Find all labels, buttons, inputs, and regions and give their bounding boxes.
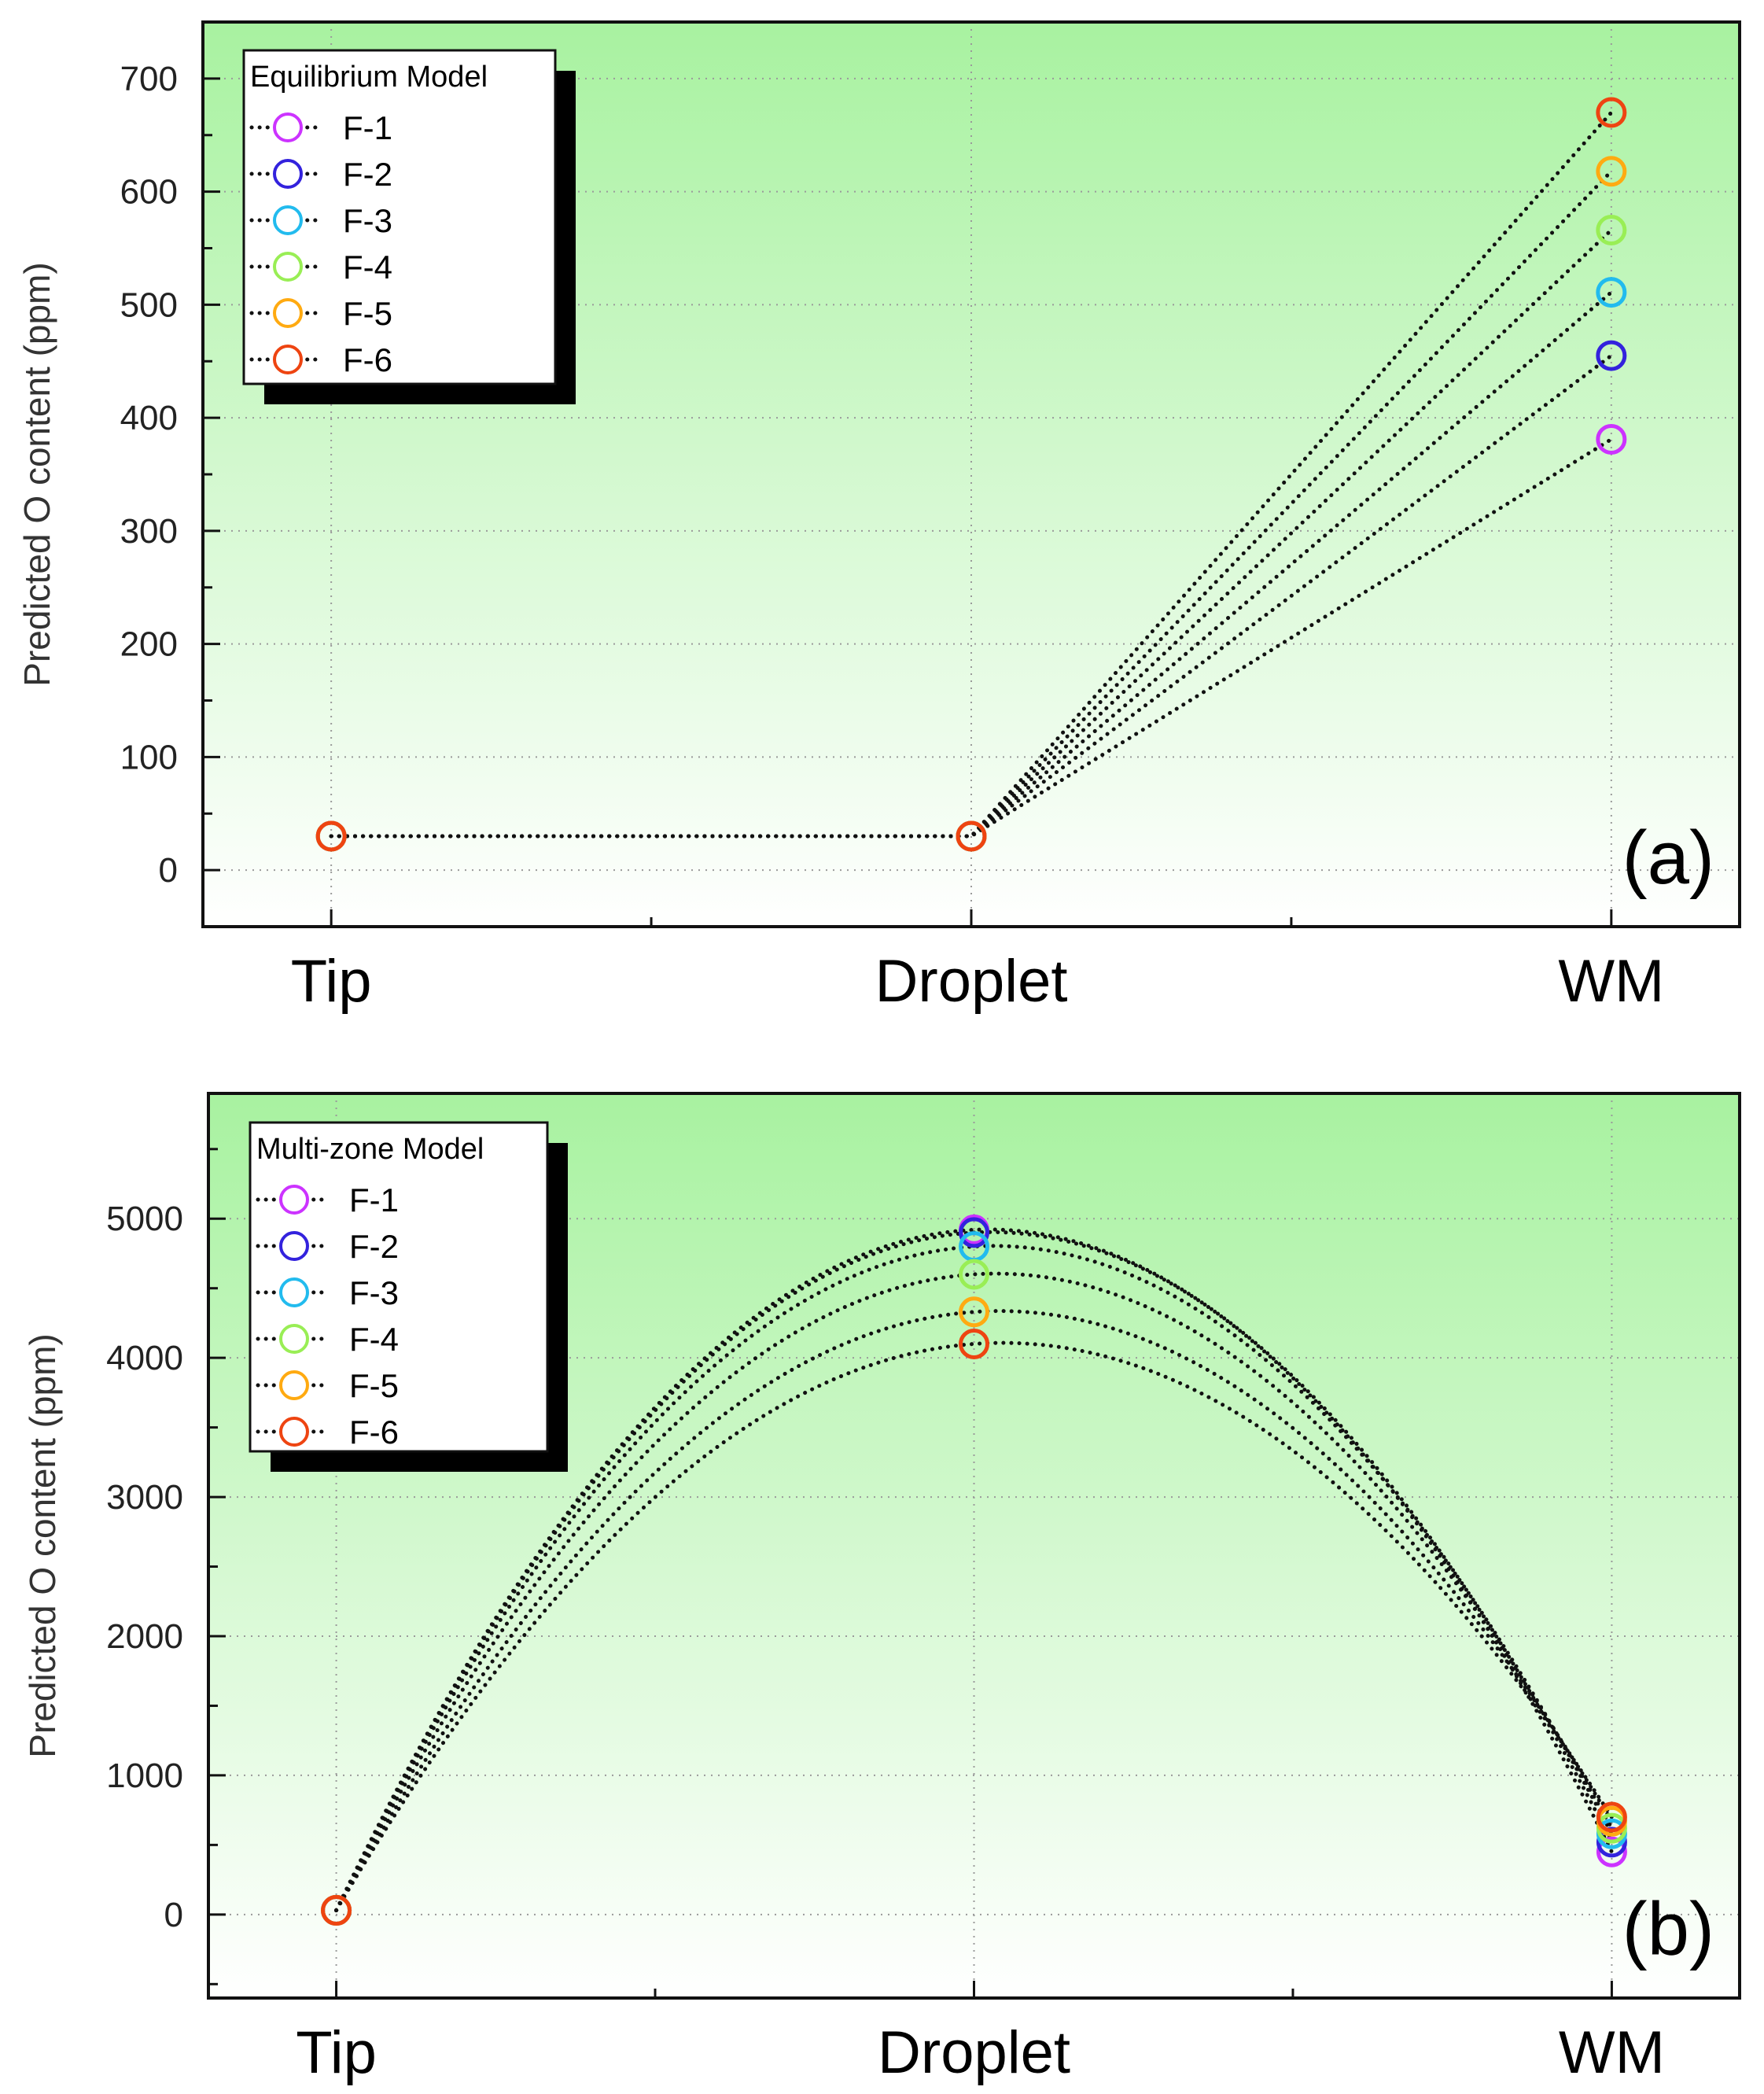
chart-0-legend-marker-F-4: [273, 252, 303, 282]
chart-0-ytick-label-1: 100: [120, 738, 178, 776]
chart-0-legend-marker-F-2: [273, 159, 303, 189]
chart-1-point-F-6-Tip: [321, 1895, 352, 1926]
panel-b: 0 1000 2000 3000 4000 5000 Tip Droplet WM Predict…: [22, 1092, 1741, 2086]
chart-1-legend-label-F-5: F-5: [349, 1367, 399, 1404]
chart-1-legend-label-F-2: F-2: [349, 1228, 399, 1265]
chart-1-point-F-6-WM: [1596, 1801, 1627, 1833]
chart-1-legend-marker-F-5: [279, 1370, 309, 1400]
chart-1-ytick-label-5: 5000: [106, 1200, 183, 1238]
chart-1-xtick-label-2: WM: [1559, 2019, 1665, 2086]
chart-0-ytick-label-5: 500: [120, 286, 178, 324]
chart-1-point-F-6-Droplet: [959, 1328, 989, 1359]
chart-1-series-line-F-4: [334, 1271, 1614, 1913]
chart-1-point-F-2-Droplet: [959, 1217, 989, 1248]
panel-a: 0 100 200 300 400 500 600 700 Tip Droplet WM Predic…: [17, 20, 1741, 1015]
chart-0-legend-label-F-5: F-5: [343, 295, 392, 332]
chart-0-ytick-label-6: 600: [120, 173, 178, 212]
chart-1-legend-marker-F-2: [279, 1231, 309, 1261]
chart-0-point-F-1-WM: [1596, 423, 1627, 455]
chart-1-xtick-label-0: Tip: [296, 2019, 377, 2086]
chart-0-legend-label-F-4: F-4: [343, 249, 392, 286]
chart-1-legend-marker-F-1: [279, 1185, 309, 1215]
chart-0-panel-label: (a): [1622, 816, 1714, 900]
chart-0-ytick-label-4: 400: [120, 399, 178, 437]
chart-1-legend-label-F-4: F-4: [349, 1321, 399, 1358]
chart-0-legend-marker-F-5: [273, 298, 303, 328]
chart-0-point-F-4-WM: [1596, 215, 1627, 245]
chart-1-legend-label-F-3: F-3: [349, 1274, 399, 1311]
chart-0-xtick-label-2: WM: [1558, 948, 1664, 1015]
chart-1-xtick-label-1: Droplet: [878, 2019, 1070, 2086]
chart-0-ylabel: Predicted O content (ppm): [17, 262, 57, 686]
chart-1-ytick-label-2: 2000: [106, 1617, 183, 1656]
chart-1-legend-marker-F-4: [279, 1324, 309, 1354]
chart-0-ytick-label-3: 300: [120, 512, 178, 551]
chart-0-ytick-label-0: 0: [159, 851, 178, 890]
chart-1-legend-title: Multi-zone Model: [256, 1133, 484, 1166]
chart-0-point-F-6-Tip: [315, 820, 347, 852]
chart-1-point-F-1-WM: [1596, 1836, 1627, 1867]
chart-0-point-F-6-Droplet: [956, 820, 987, 852]
chart-1-legend-marker-F-3: [279, 1277, 309, 1307]
chart-0-legend-label-F-3: F-3: [343, 202, 392, 239]
chart-0-series-line-F-6: [329, 110, 1614, 839]
chart-0-point-F-3-WM: [1596, 277, 1627, 308]
chart-1-ytick-label-0: 0: [164, 1896, 183, 1934]
chart-0-point-F-2-WM: [1596, 340, 1627, 371]
chart-0-legend-marker-F-3: [273, 205, 303, 235]
chart-0-point-F-6-WM: [1596, 97, 1627, 128]
chart-0-ytick-label-7: 700: [120, 60, 178, 98]
chart-1-legend-label-F-1: F-1: [349, 1182, 399, 1218]
chart-1-ytick-label-3: 3000: [106, 1478, 183, 1517]
chart-0-legend-label-F-6: F-6: [343, 341, 392, 378]
chart-1-ylabel: Predicted O content (ppm): [22, 1333, 63, 1757]
chart-0-legend-label-F-1: F-1: [343, 109, 392, 146]
chart-1-point-F-4-Droplet: [959, 1259, 989, 1290]
chart-1-legend-marker-F-6: [279, 1417, 309, 1447]
chart-0-point-F-5-WM: [1596, 156, 1627, 187]
chart-1-ytick-label-1: 1000: [106, 1757, 183, 1795]
chart-0-ytick-label-2: 200: [120, 625, 178, 664]
chart-0-legend-marker-F-6: [273, 345, 303, 374]
chart-0-xtick-label-0: Tip: [291, 948, 372, 1015]
chart-0-legend-label-F-2: F-2: [343, 156, 392, 193]
chart-1-panel-label: (b): [1622, 1887, 1714, 1971]
chart-0-legend-title: Equilibrium Model: [250, 61, 488, 94]
chart-1-point-F-5-Droplet: [959, 1296, 989, 1328]
chart-0-xtick-label-1: Droplet: [875, 948, 1068, 1015]
chart-0-legend-marker-F-1: [273, 112, 303, 142]
chart-1-legend-label-F-6: F-6: [349, 1414, 399, 1451]
chart-1-ytick-label-4: 4000: [106, 1339, 183, 1377]
